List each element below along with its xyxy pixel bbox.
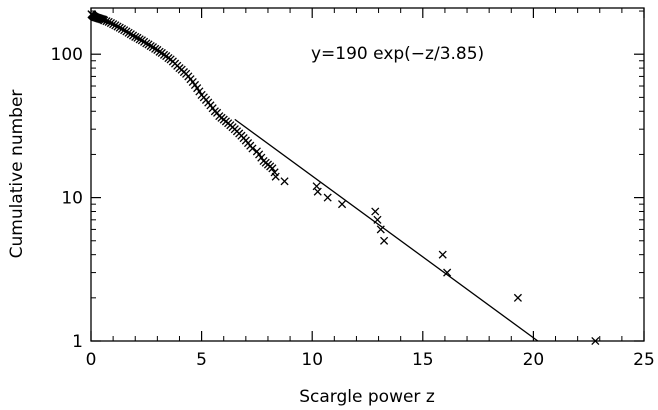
x-tick-label: 10 — [301, 350, 323, 370]
data-point — [371, 207, 380, 216]
data-point — [268, 164, 277, 173]
data-point — [380, 236, 389, 245]
x-tick-label: 25 — [633, 350, 655, 370]
fit-line — [234, 118, 539, 342]
fit-line-group — [234, 118, 539, 342]
data-point — [155, 47, 164, 56]
data-point — [135, 35, 144, 44]
data-point — [142, 39, 151, 48]
data-point — [438, 250, 447, 259]
data-point — [248, 144, 257, 153]
data-point — [113, 22, 122, 31]
data-point — [338, 200, 347, 209]
data-point — [373, 215, 382, 224]
data-point — [513, 293, 522, 302]
x-tick-label: 15 — [412, 350, 434, 370]
data-point — [100, 16, 109, 25]
data-point — [271, 172, 280, 181]
data-point — [104, 17, 113, 26]
data-point — [323, 193, 332, 202]
fit-equation-label: y=190 exp(−z/3.85) — [311, 44, 484, 64]
data-point — [443, 268, 452, 277]
data-point — [591, 336, 600, 346]
data-point — [131, 32, 140, 41]
data-point — [280, 177, 289, 186]
data-point — [376, 225, 385, 234]
y-tick-label: 1 — [72, 332, 83, 352]
y-tick-label: 10 — [61, 189, 83, 209]
data-point — [117, 24, 127, 34]
data-point — [120, 26, 129, 35]
tick-labels: 0 5 10 15 20 25 1 10 100 — [51, 45, 655, 370]
x-axis-title: Scargle power z — [299, 387, 435, 407]
x-tick-label: 20 — [523, 350, 545, 370]
data-point — [159, 50, 169, 59]
data-point — [106, 18, 115, 28]
data-point — [109, 20, 118, 29]
data-points — [87, 10, 600, 346]
data-point — [151, 44, 160, 53]
data-point — [111, 21, 120, 30]
axis-ticks — [90, 8, 645, 342]
plot-frame — [90, 7, 645, 342]
y-tick-label: 100 — [51, 45, 83, 65]
x-tick-label: 5 — [196, 350, 207, 370]
data-point — [115, 23, 124, 32]
data-point — [146, 41, 155, 51]
data-point — [102, 17, 111, 26]
data-point — [313, 187, 322, 196]
x-tick-label: 0 — [86, 350, 97, 370]
y-axis-title: Cumulative number — [7, 90, 27, 259]
